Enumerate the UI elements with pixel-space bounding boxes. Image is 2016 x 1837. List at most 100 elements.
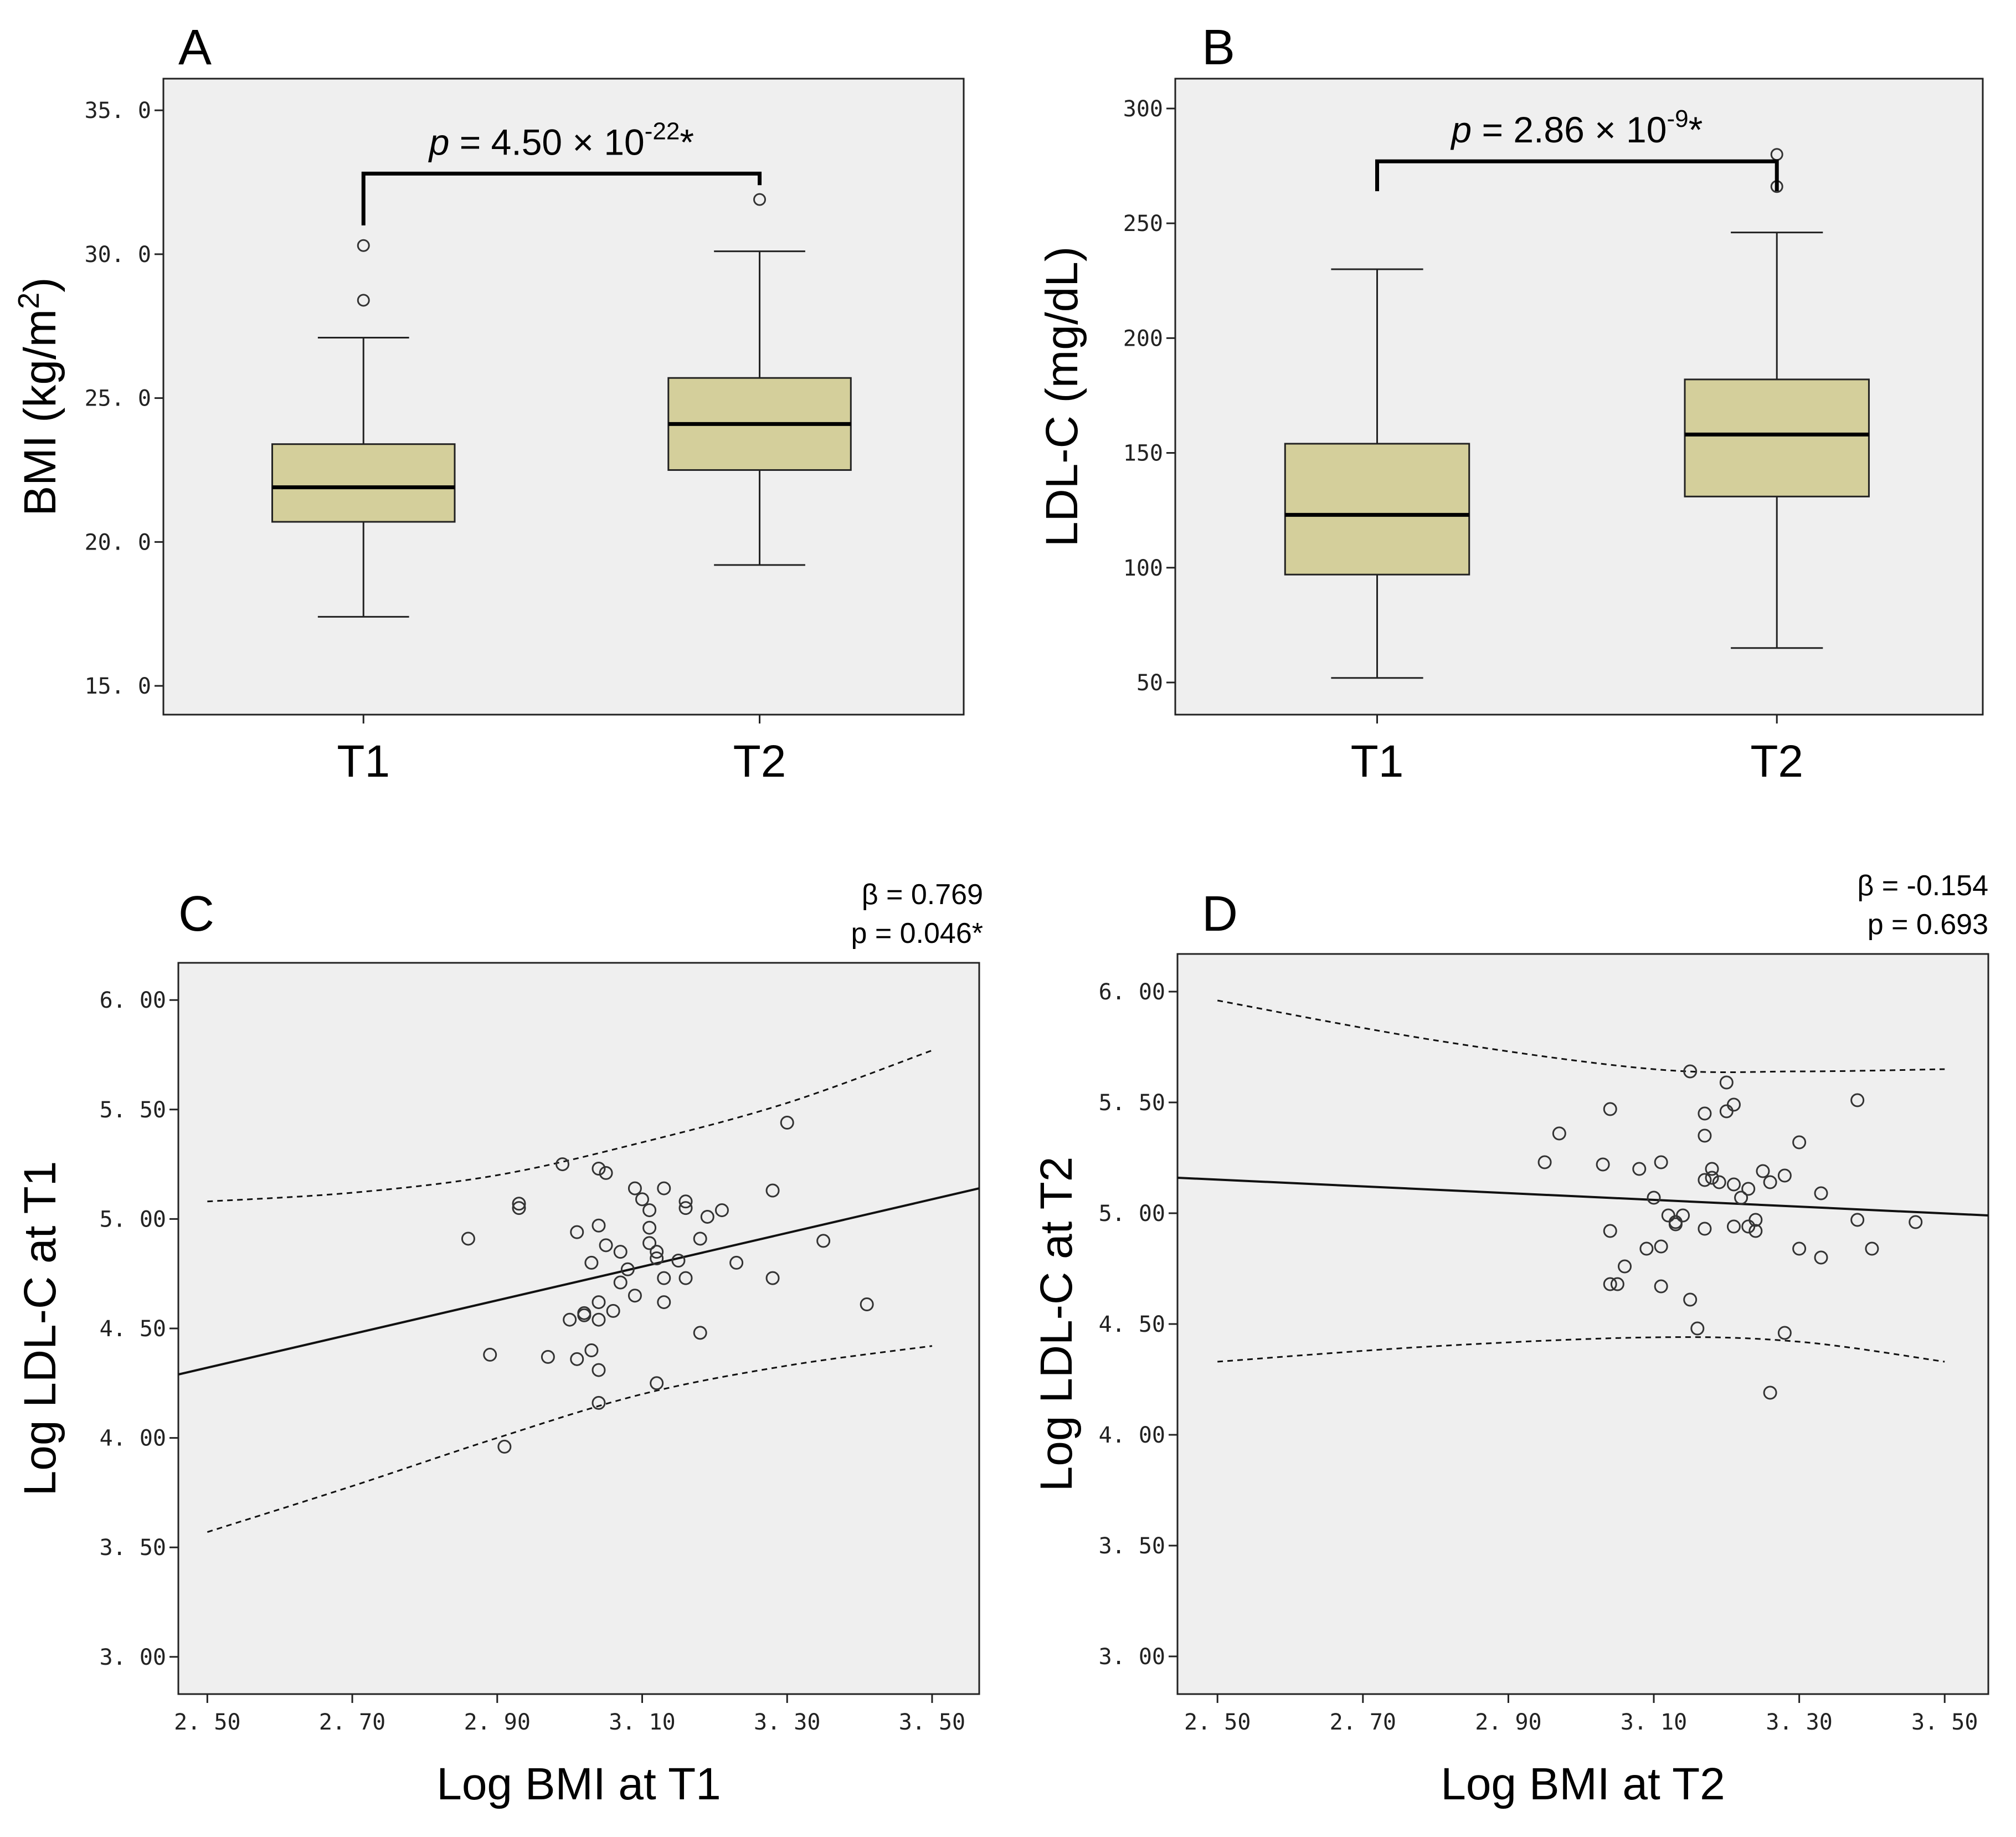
data-point	[1726, 1097, 1741, 1112]
y-axis-label: Log LDL-C at T1	[15, 1161, 65, 1496]
text-span: )	[15, 278, 65, 293]
data-point	[1763, 1175, 1777, 1189]
y-tick-label: 50	[1136, 670, 1163, 696]
x-tick-label: 3. 30	[1766, 1710, 1832, 1735]
data-point	[1647, 1191, 1661, 1205]
data-point	[765, 1183, 780, 1198]
data-point	[714, 1203, 729, 1218]
box-t2: T2	[1684, 148, 1870, 787]
data-point	[1610, 1277, 1624, 1291]
box-t1: T1	[271, 239, 456, 787]
data-point	[1814, 1186, 1828, 1200]
data-point	[1654, 1239, 1668, 1254]
panel-letter: C	[178, 886, 214, 942]
x-tick-label: 2. 90	[464, 1710, 531, 1735]
y-tick-label: 150	[1123, 441, 1163, 466]
data-point	[1734, 1191, 1748, 1205]
text-span: *	[1689, 109, 1703, 150]
y-tick-label: 5. 00	[100, 1207, 166, 1232]
data-point	[1777, 1326, 1792, 1340]
data-point	[1596, 1157, 1610, 1172]
data-point	[650, 1245, 664, 1259]
data-point	[613, 1245, 628, 1259]
panel-letter: B	[1202, 20, 1235, 75]
y-tick-label: 200	[1123, 326, 1163, 351]
text-span: BMI (kg/m	[15, 309, 65, 516]
x-tick-label: 2. 90	[1475, 1710, 1541, 1735]
y-tick-label: 3. 50	[100, 1535, 166, 1561]
iqr-box	[1284, 443, 1470, 576]
outlier-point	[753, 193, 767, 206]
data-point	[642, 1220, 657, 1235]
data-point	[584, 1255, 599, 1270]
text-span: -9	[1667, 105, 1688, 132]
y-tick-label: 3. 00	[100, 1645, 166, 1670]
text-span: LDL-C (mg/dL)	[1037, 247, 1087, 547]
data-point	[650, 1376, 664, 1390]
data-point	[599, 1166, 613, 1180]
data-point	[678, 1194, 693, 1209]
ci-lower-curve	[207, 1345, 933, 1533]
data-point	[816, 1234, 831, 1248]
panel-letter: D	[1202, 886, 1238, 942]
panel-c: C 3. 00 3. 50 4. 00 4. 50 5. 00 5. 50 6. 00 2. 5…	[15, 879, 983, 1809]
data-point	[628, 1181, 642, 1195]
data-point	[1668, 1217, 1683, 1231]
data-point	[1698, 1222, 1712, 1236]
data-point	[1654, 1155, 1668, 1169]
y-tick-label: 35. 0	[85, 98, 151, 124]
data-point	[1792, 1135, 1807, 1150]
category-label: T1	[337, 736, 390, 787]
data-point	[570, 1352, 584, 1366]
y-tick-label: 100	[1123, 556, 1163, 581]
y-tick-label: 250	[1123, 211, 1163, 237]
x-tick-label: 2. 70	[1330, 1710, 1396, 1735]
text-span: p	[1450, 109, 1472, 150]
data-point	[642, 1203, 657, 1218]
data-point	[657, 1181, 671, 1195]
data-point	[1676, 1208, 1690, 1223]
y-tick-label: 4. 00	[100, 1426, 166, 1451]
y-tick-label: 4. 00	[1099, 1423, 1165, 1448]
panel-b: B 50 100 150 200 250 300 LDL-C (mg/dL) T1 T2 p = 2…	[1037, 20, 1984, 787]
data-point	[1654, 1279, 1668, 1294]
data-point	[483, 1347, 497, 1362]
data-point	[541, 1349, 555, 1364]
text-span: p = 0.693	[1868, 909, 1988, 941]
y-tick-label: 4. 50	[1099, 1312, 1165, 1337]
beta-label: β = 0.769	[862, 879, 983, 911]
data-point	[592, 1312, 606, 1327]
y-tick-label: 5. 50	[100, 1097, 166, 1123]
x-tick-label: 2. 50	[174, 1710, 240, 1735]
data-point	[642, 1236, 657, 1250]
plot-content	[1177, 999, 1988, 1400]
category-label: T2	[1750, 736, 1803, 787]
y-axis-label: BMI (kg/m2)	[12, 278, 65, 516]
data-point	[860, 1297, 874, 1312]
y-tick-label: 15. 0	[85, 674, 151, 699]
panel-a: A 15. 0 20. 0 25. 0 30. 0 35. 0 BMI (kg/m2) T1 T…	[12, 20, 965, 787]
x-tick-label: 2. 70	[319, 1710, 385, 1735]
data-point	[1552, 1126, 1566, 1141]
data-point	[461, 1231, 475, 1246]
text-span: β = 0.769	[862, 879, 983, 911]
y-tick-label: 4. 50	[100, 1316, 166, 1342]
data-point	[592, 1295, 606, 1310]
text-span: p	[428, 121, 450, 162]
category-label: T1	[1351, 736, 1404, 787]
data-point	[780, 1116, 794, 1130]
data-point	[613, 1275, 628, 1290]
x-tick-label: 3. 10	[1621, 1710, 1687, 1735]
data-point	[1705, 1171, 1719, 1185]
regression-line	[178, 1187, 979, 1376]
data-point	[1741, 1182, 1756, 1196]
data-point	[1705, 1162, 1719, 1176]
x-tick-label: 3. 50	[899, 1710, 965, 1735]
data-point	[671, 1253, 686, 1268]
data-point	[1683, 1064, 1698, 1079]
data-point	[620, 1262, 635, 1276]
data-point	[1850, 1213, 1865, 1227]
significance-bracket: p = 4.50 × 10-22*	[361, 117, 762, 225]
category-label: T2	[733, 736, 786, 787]
